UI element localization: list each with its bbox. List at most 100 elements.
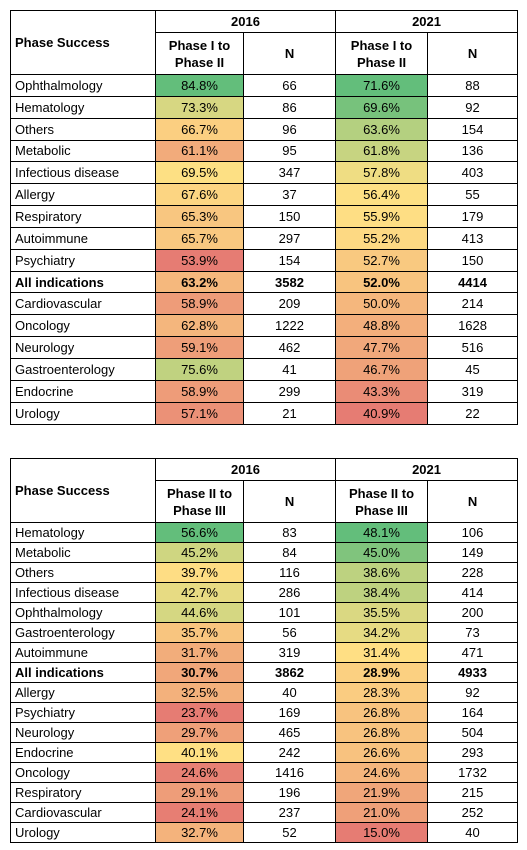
header-row: Phase Success 2016 2021 <box>10 10 519 75</box>
table-row: Respiratory 29.1% 196 21.9% 215 <box>10 782 519 803</box>
table-row: Gastroenterology 75.6% 41 46.7% 45 <box>10 357 519 381</box>
year-header: 2021 <box>335 10 519 33</box>
count-cell: 150 <box>427 248 519 272</box>
success-rate-cell: 63.6% <box>335 117 429 141</box>
success-rate-cell: 45.2% <box>155 542 244 563</box>
row-label: Oncology <box>10 762 156 783</box>
row-label: Psychiatry <box>10 702 156 723</box>
success-rate-cell: 71.6% <box>335 74 429 97</box>
success-rate-cell: 48.8% <box>335 314 429 338</box>
row-header-label: Phase Success <box>10 458 156 523</box>
table-row: Autoimmune 31.7% 319 31.4% 471 <box>10 642 519 663</box>
table-row: Ophthalmology 84.8% 66 71.6% 88 <box>10 74 519 97</box>
table-row: Urology 57.1% 21 40.9% 22 <box>10 401 519 425</box>
count-cell: 84 <box>242 542 337 563</box>
table-row: Hematology 73.3% 86 69.6% 92 <box>10 95 519 119</box>
table-row: Allergy 32.5% 40 28.3% 92 <box>10 682 519 703</box>
column-header: N <box>427 32 519 75</box>
column-header: Phase I to Phase II <box>335 32 429 75</box>
count-cell: 1222 <box>242 314 337 338</box>
column-header: Phase II to Phase III <box>155 480 244 523</box>
count-cell: 92 <box>427 682 519 703</box>
success-rate-cell: 26.8% <box>335 702 429 723</box>
count-cell: 37 <box>242 183 337 207</box>
count-cell: 106 <box>427 522 519 543</box>
success-rate-cell: 15.0% <box>335 822 429 843</box>
count-cell: 242 <box>242 742 337 763</box>
success-rate-cell: 61.8% <box>335 139 429 163</box>
success-rate-cell: 63.2% <box>155 270 244 294</box>
success-rate-cell: 44.6% <box>155 602 244 623</box>
count-cell: 73 <box>427 622 519 643</box>
success-rate-cell: 26.8% <box>335 722 429 743</box>
count-cell: 4933 <box>427 662 519 683</box>
row-label: Hematology <box>10 522 156 543</box>
success-rate-cell: 56.6% <box>155 522 244 543</box>
success-rate-cell: 21.9% <box>335 782 429 803</box>
success-rate-cell: 35.7% <box>155 622 244 643</box>
success-rate-cell: 46.7% <box>335 357 429 381</box>
row-label: Psychiatry <box>10 248 156 272</box>
success-rate-cell: 28.3% <box>335 682 429 703</box>
count-cell: 319 <box>242 642 337 663</box>
count-cell: 41 <box>242 357 337 381</box>
count-cell: 150 <box>242 205 337 228</box>
count-cell: 52 <box>242 822 337 843</box>
count-cell: 45 <box>427 357 519 381</box>
count-cell: 504 <box>427 722 519 743</box>
year-header: 2016 <box>154 458 337 481</box>
row-label: Allergy <box>10 183 156 207</box>
count-cell: 297 <box>242 226 337 250</box>
count-cell: 101 <box>242 602 337 623</box>
data-table: Phase Success 2016 2021 Phase II to Phase I… <box>10 458 519 843</box>
row-label: Neurology <box>10 336 156 359</box>
success-rate-cell: 57.1% <box>155 401 244 425</box>
row-label: Hematology <box>10 95 156 119</box>
success-rate-cell: 26.6% <box>335 742 429 763</box>
count-cell: 95 <box>242 139 337 163</box>
table-row: Oncology 62.8% 1222 48.8% 1628 <box>10 314 519 338</box>
column-header: Phase I to Phase II <box>155 32 244 75</box>
success-rate-cell: 39.7% <box>155 562 244 583</box>
success-rate-cell: 67.6% <box>155 183 244 207</box>
table-row: All indications 30.7% 3862 28.9% 4933 <box>10 662 519 683</box>
table-row: Neurology 59.1% 462 47.7% 516 <box>10 336 519 359</box>
count-cell: 116 <box>242 562 337 583</box>
row-label: Allergy <box>10 682 156 703</box>
count-cell: 96 <box>242 117 337 141</box>
success-rate-cell: 31.4% <box>335 642 429 663</box>
row-label: Ophthalmology <box>10 74 156 97</box>
success-rate-cell: 47.7% <box>335 336 429 359</box>
success-rate-cell: 84.8% <box>155 74 244 97</box>
count-cell: 516 <box>427 336 519 359</box>
column-header: N <box>427 480 519 523</box>
count-cell: 237 <box>242 802 337 823</box>
success-rate-cell: 69.6% <box>335 95 429 119</box>
row-label: Respiratory <box>10 782 156 803</box>
table-row: Others 39.7% 116 38.6% 228 <box>10 562 519 583</box>
row-label: Metabolic <box>10 139 156 163</box>
success-rate-cell: 69.5% <box>155 161 244 185</box>
count-cell: 1732 <box>427 762 519 783</box>
count-cell: 299 <box>242 379 337 403</box>
table-row: Metabolic 61.1% 95 61.8% 136 <box>10 139 519 163</box>
count-cell: 347 <box>242 161 337 185</box>
table-row: Hematology 56.6% 83 48.1% 106 <box>10 522 519 543</box>
success-rate-cell: 24.1% <box>155 802 244 823</box>
column-header: N <box>242 480 337 523</box>
success-rate-cell: 45.0% <box>335 542 429 563</box>
success-rate-cell: 23.7% <box>155 702 244 723</box>
count-cell: 465 <box>242 722 337 743</box>
success-rate-cell: 73.3% <box>155 95 244 119</box>
success-rate-cell: 50.0% <box>335 292 429 316</box>
row-label: Infectious disease <box>10 582 156 603</box>
count-cell: 293 <box>427 742 519 763</box>
count-cell: 286 <box>242 582 337 603</box>
column-header: Phase II to Phase III <box>335 480 429 523</box>
table-row: All indications 63.2% 3582 52.0% 4414 <box>10 270 519 294</box>
count-cell: 414 <box>427 582 519 603</box>
count-cell: 252 <box>427 802 519 823</box>
count-cell: 209 <box>242 292 337 316</box>
table-row: Cardiovascular 58.9% 209 50.0% 214 <box>10 292 519 316</box>
